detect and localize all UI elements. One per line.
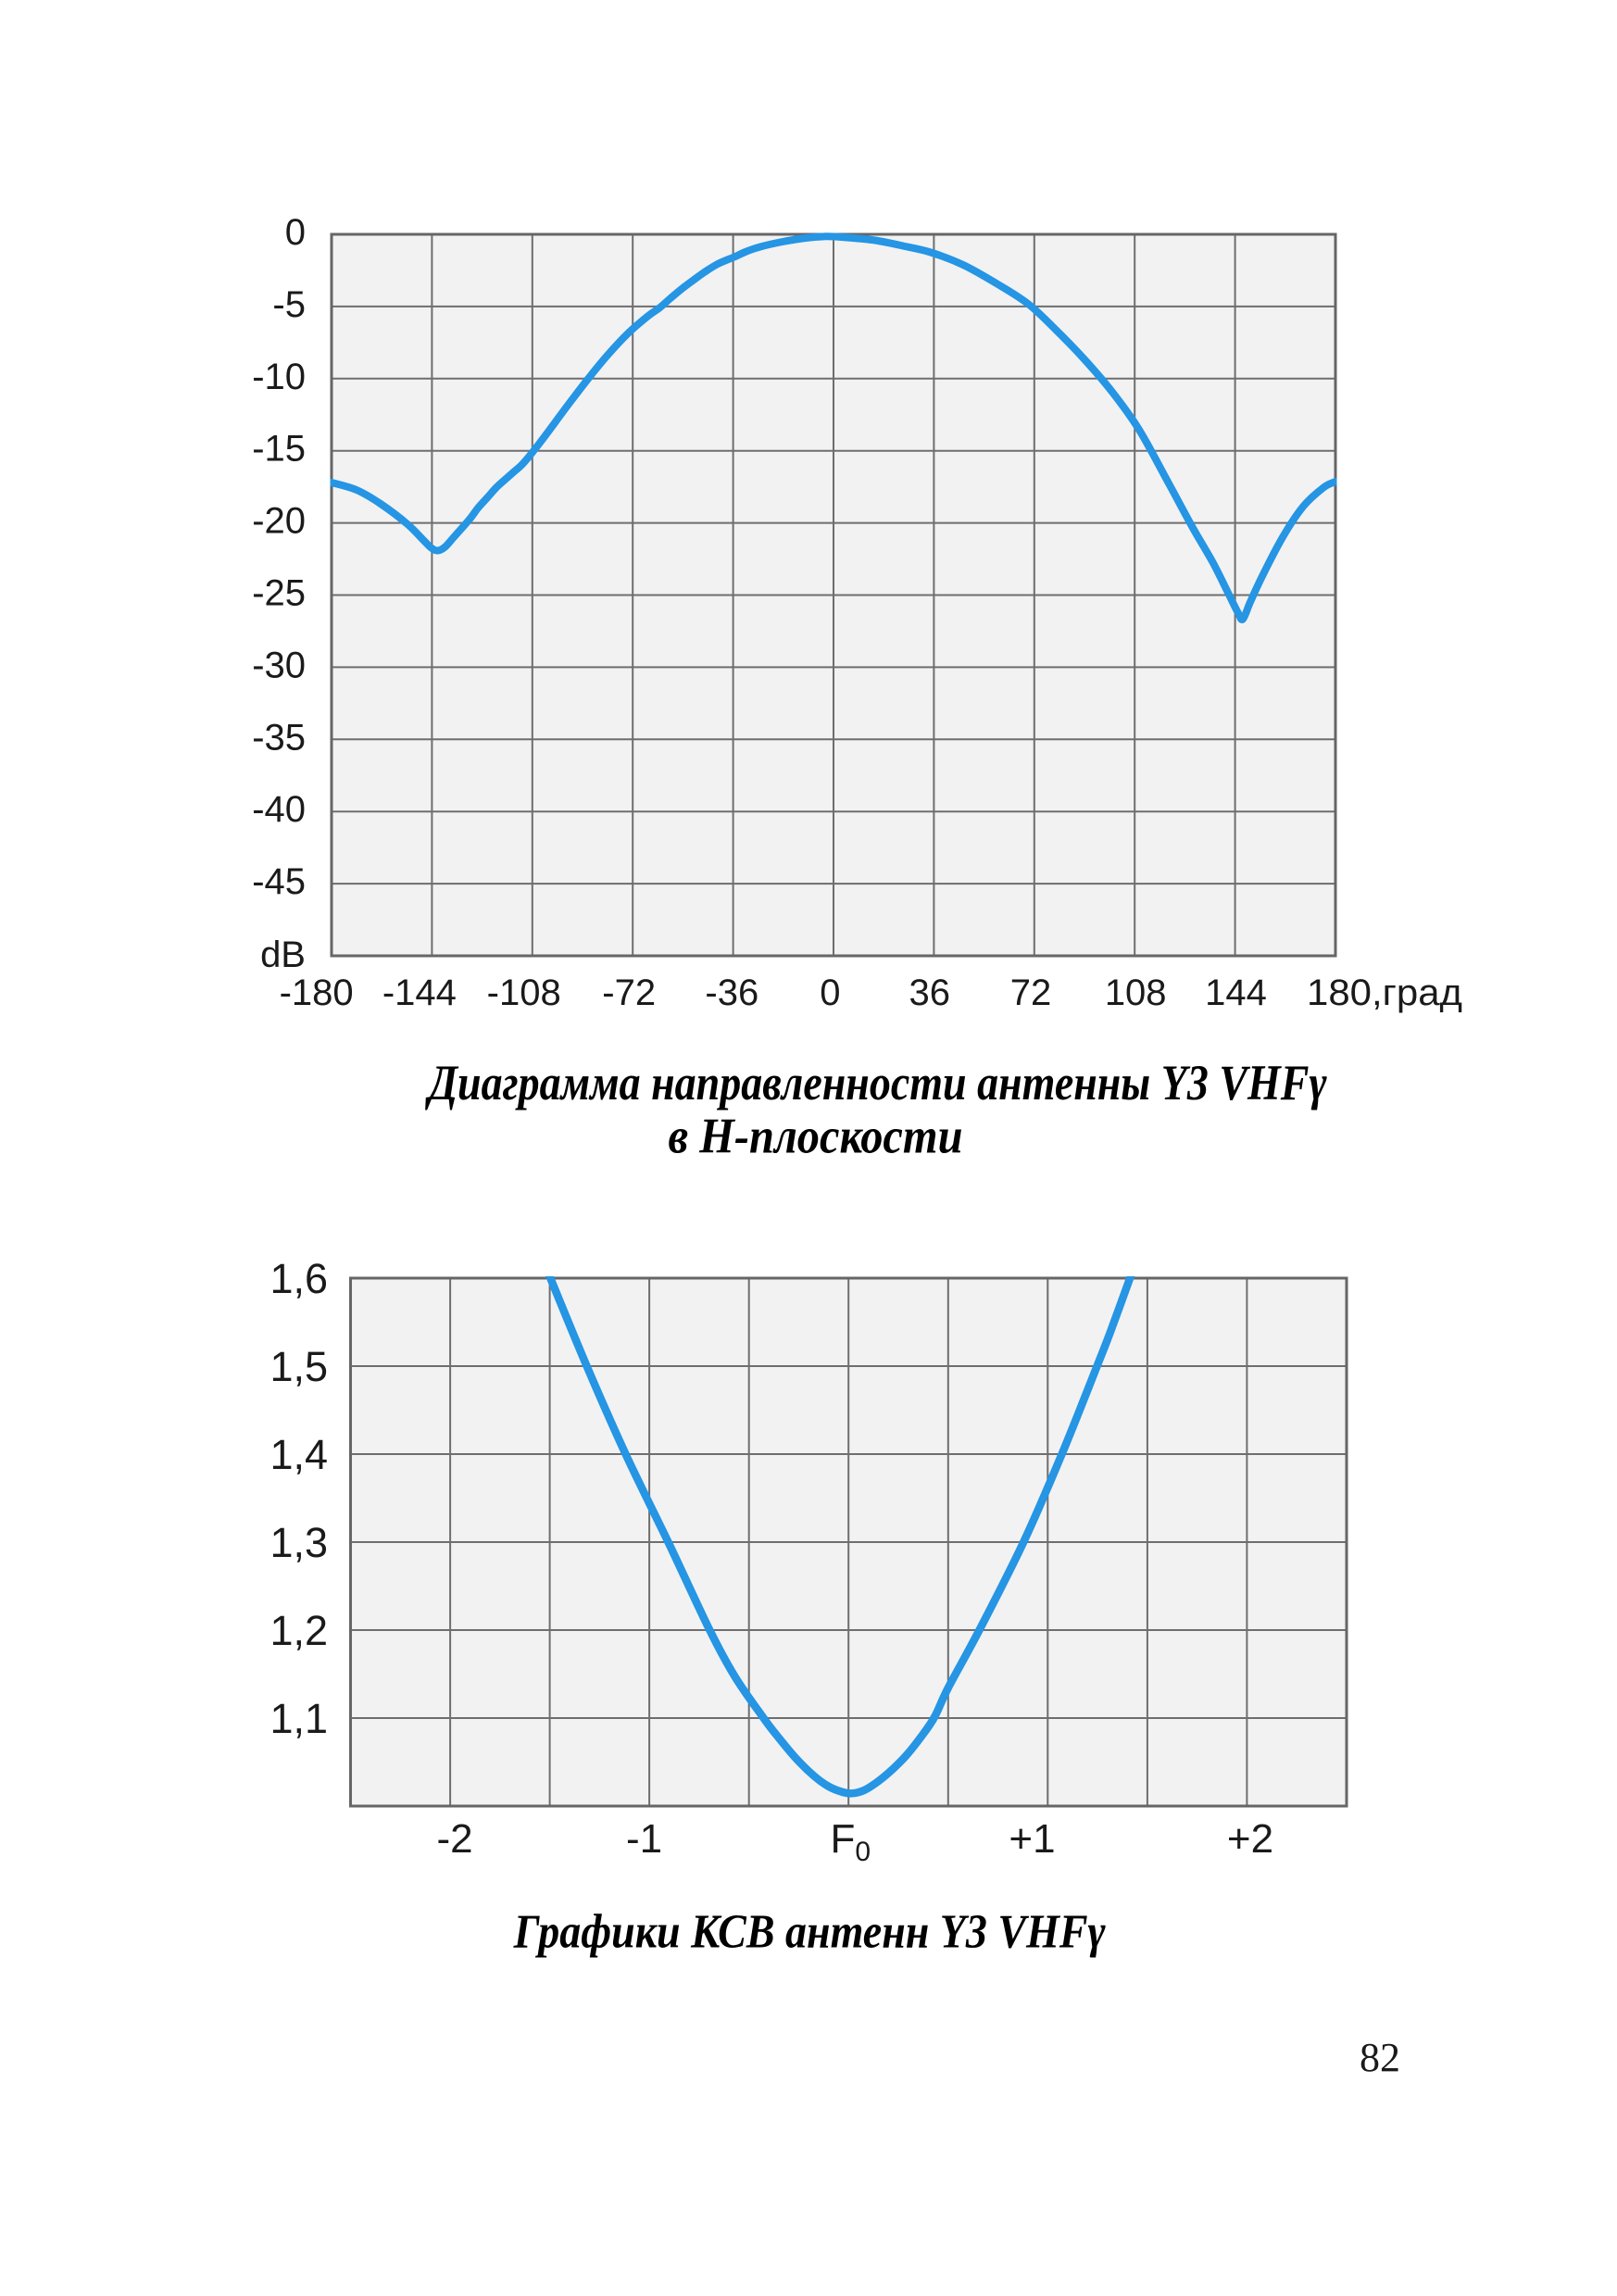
svg-text:-30: -30 [252,645,306,685]
svg-text:-45: -45 [252,861,306,902]
svg-text:1,3: 1,3 [270,1519,328,1566]
svg-text:-20: -20 [252,501,306,542]
svg-text:1,1: 1,1 [270,1695,328,1742]
svg-text:+2: +2 [1227,1816,1273,1862]
svg-text:1,2: 1,2 [270,1607,328,1654]
svg-text:-10: -10 [252,357,306,397]
svg-text:144: 144 [1205,972,1267,1013]
svg-text:72: 72 [1010,972,1052,1013]
svg-text:36: 36 [909,972,951,1013]
svg-text:1,6: 1,6 [270,1255,328,1302]
svg-text:1,5: 1,5 [270,1343,328,1390]
svg-text:-2: -2 [436,1816,472,1862]
svg-text:+1: +1 [1009,1816,1055,1862]
svg-text:-35: -35 [252,717,306,758]
svg-text:108: 108 [1105,972,1167,1013]
svg-text:-40: -40 [252,789,306,830]
svg-text:-5: -5 [272,284,306,325]
svg-text:-36: -36 [705,972,758,1013]
svg-text:-1: -1 [626,1816,662,1862]
svg-text:-15: -15 [252,429,306,470]
svg-text:Графики КСВ антенн Y3 VHFγ: Графики КСВ антенн Y3 VHFγ [513,1906,1106,1959]
svg-text:Диаграмма направленности антен: Диаграмма направленности антенны Y3 VHFγ [424,1055,1327,1110]
svg-text:0: 0 [820,972,840,1013]
svg-text:-108: -108 [487,972,561,1013]
svg-text:-180: -180 [280,972,354,1013]
svg-text:1,4: 1,4 [270,1431,328,1478]
svg-text:180,град: 180,град [1307,972,1462,1013]
svg-text:-72: -72 [602,972,656,1013]
svg-text:dB: dB [260,935,306,975]
svg-text:-25: -25 [252,573,306,614]
svg-text:в Н-плоскости: в Н-плоскости [669,1109,963,1164]
svg-text:82: 82 [1360,2035,1400,2080]
svg-text:F0: F0 [831,1816,871,1867]
svg-text:0: 0 [285,212,306,253]
svg-text:-144: -144 [382,972,457,1013]
